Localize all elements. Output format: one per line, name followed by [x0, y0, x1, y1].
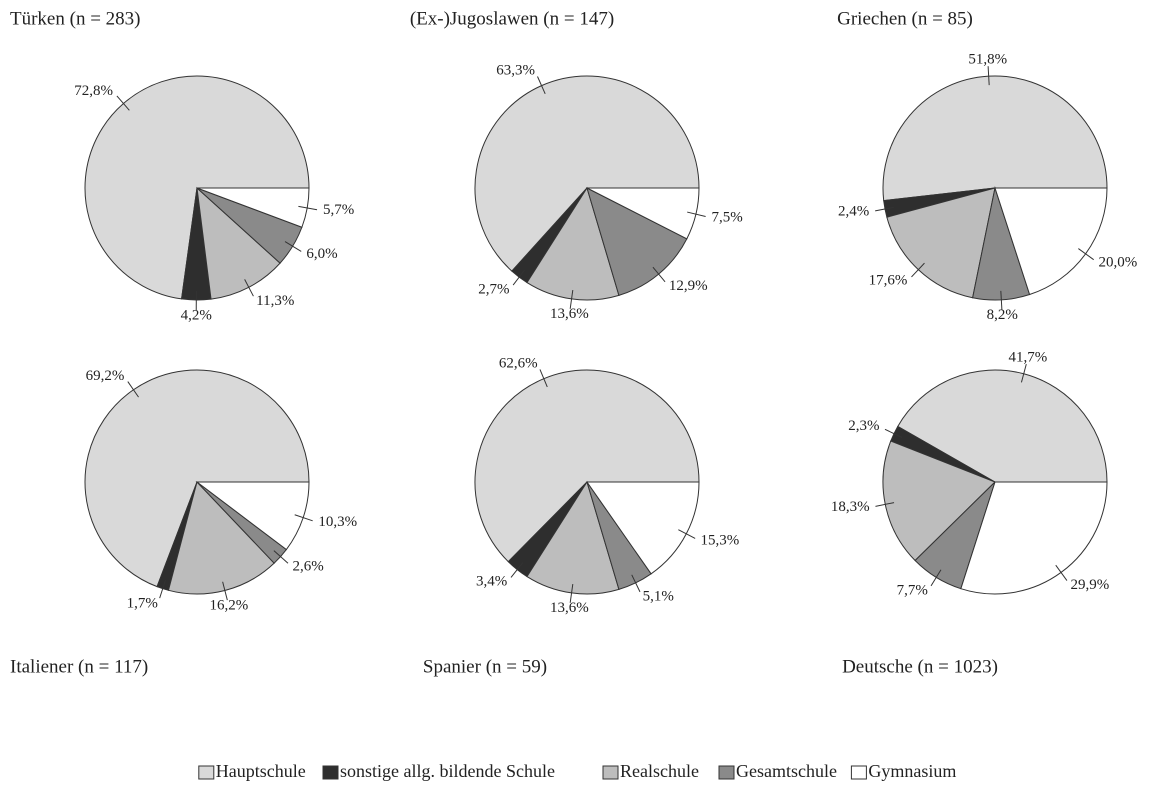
leader-line — [987, 66, 990, 86]
chart-title: Griechen (n = 85) — [837, 8, 973, 29]
chart-title: Italiener (n = 117) — [10, 656, 148, 677]
chart-title: Spanier (n = 59) — [423, 656, 547, 677]
data-label: 2,7% — [478, 281, 509, 297]
data-label: 11,3% — [256, 293, 294, 309]
legend-swatch — [850, 765, 867, 780]
leader-line — [1000, 290, 1003, 310]
legend-label: Realschule — [620, 761, 699, 781]
data-label: 2,6% — [292, 559, 323, 575]
data-label: 13,6% — [550, 600, 589, 616]
leader-line — [510, 562, 524, 578]
leader-line — [678, 529, 696, 539]
leader-line — [244, 279, 254, 297]
data-label: 2,3% — [848, 418, 879, 434]
legend-swatch — [718, 765, 735, 780]
pie-slice — [882, 75, 1108, 202]
data-label: 13,6% — [550, 306, 589, 322]
leader-line — [273, 550, 289, 564]
leader-line — [930, 569, 942, 587]
chart-title: Türken (n = 283) — [10, 8, 141, 29]
data-label: 18,3% — [831, 499, 870, 515]
legend-label: Gymnasium — [868, 761, 956, 781]
legend-swatch — [602, 765, 619, 780]
data-label: 7,5% — [711, 209, 742, 225]
legend-swatch — [322, 765, 339, 780]
data-label: 4,2% — [181, 307, 212, 323]
leader-line — [875, 206, 894, 212]
data-label: 17,6% — [869, 273, 908, 289]
leader-line — [294, 514, 313, 522]
data-label: 69,2% — [86, 368, 125, 384]
data-label: 2,4% — [838, 203, 869, 219]
leader-line — [539, 369, 548, 388]
data-label: 12,9% — [669, 278, 708, 294]
data-label: 63,3% — [496, 62, 535, 78]
data-label: 5,1% — [643, 589, 674, 605]
chart-title: (Ex-)Jugoslawen (n = 147) — [410, 8, 614, 29]
data-label: 1,7% — [127, 595, 158, 611]
leader-line — [631, 574, 641, 593]
data-label: 8,2% — [987, 307, 1018, 323]
leader-line — [298, 205, 318, 211]
leader-line — [884, 428, 903, 438]
leader-line — [222, 581, 228, 601]
data-label: 7,7% — [897, 582, 928, 598]
legend-label: Gesamtschule — [736, 761, 837, 781]
legend-swatch — [198, 765, 215, 780]
leader-line — [159, 579, 166, 599]
data-label: 6,0% — [306, 246, 337, 262]
data-label: 72,8% — [74, 83, 113, 99]
data-label: 16,2% — [209, 597, 248, 613]
leader-line — [537, 76, 546, 95]
data-label: 62,6% — [499, 355, 538, 371]
leader-line — [687, 211, 706, 217]
legend-label: Hauptschule — [216, 761, 306, 781]
leader-line — [652, 266, 666, 283]
leader-line — [911, 262, 925, 278]
leader-line — [569, 289, 574, 309]
data-label: 10,3% — [318, 514, 357, 530]
leader-line — [127, 381, 139, 398]
data-label: 3,4% — [476, 574, 507, 590]
data-label: 20,0% — [1099, 255, 1138, 271]
leader-line — [1078, 248, 1094, 261]
data-label: 15,3% — [700, 533, 739, 549]
data-label: 41,7% — [1008, 350, 1047, 366]
data-label: 5,7% — [323, 202, 354, 218]
leader-line — [875, 502, 895, 507]
legend-label: sonstige allg. bildende Schule — [340, 761, 555, 781]
leader-line — [116, 95, 130, 111]
chart-title: Deutsche (n = 1023) — [842, 656, 998, 677]
data-label: 51,8% — [968, 52, 1007, 68]
leader-line — [1020, 363, 1027, 383]
leader-line — [569, 583, 574, 603]
data-label: 29,9% — [1070, 577, 1109, 593]
leader-line — [512, 269, 526, 286]
leader-line — [284, 241, 302, 252]
leader-line — [1055, 564, 1068, 581]
